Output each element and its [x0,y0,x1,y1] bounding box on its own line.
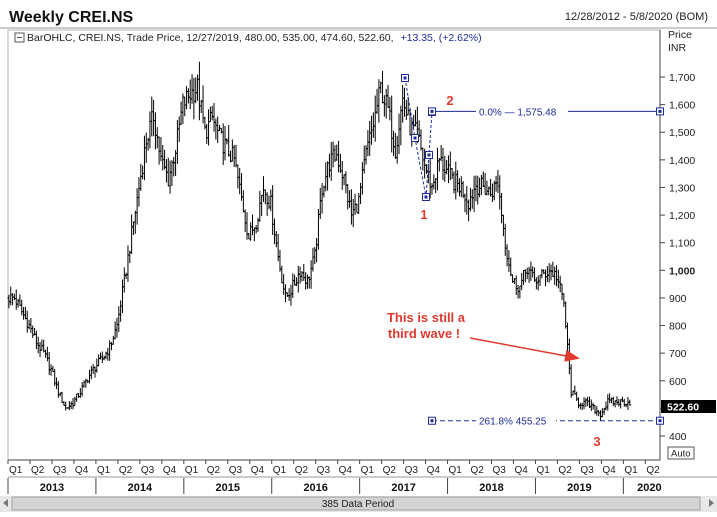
y-tick-label: 1,400 [669,155,695,167]
x-tick-label: Q1 [361,465,375,476]
x-axis-quarters: Q1 Q2 Q3 Q4 Q1 Q2 Q3 Q4 Q1 Q2 Q3 Q4 Q1 Q2 Q3 Q4 Q1 Q2 Q3 Q4… [7,460,660,476]
auto-scale-button[interactable] [667,446,695,460]
annotation-note-line1: This is still a [387,310,466,325]
x-tick-label: Q1 [97,465,111,476]
x-tick-label: Q4 [427,465,441,476]
year-label: 2017 [391,482,415,494]
y-tick-label: 700 [669,348,687,360]
fib-handle-dot [658,419,662,423]
info-line-ohlc: BarOHLC, CREI.NS, Trade Price, 12/27/201… [27,32,394,44]
info-line: BarOHLC, CREI.NS, Trade Price, 12/27/201… [27,32,482,44]
y-axis-label: Price [668,29,692,41]
x-tick-label: Q3 [229,465,243,476]
x-tick-label: Q4 [75,465,89,476]
chart-title: Weekly CREI.NS [9,9,134,26]
x-tick-label: Q1 [624,465,638,476]
plot-frame [7,29,661,461]
ohlc-bars [7,61,632,421]
x-tick-label: Q2 [207,465,221,476]
y-tick-label: 1,100 [669,238,695,250]
x-tick-label: Q2 [558,465,572,476]
annotation-note-line2: third wave ! [388,326,460,341]
x-tick-label: Q3 [53,465,67,476]
x-tick-label: Q2 [646,465,660,476]
x-tick-label: Q4 [163,465,177,476]
x-tick-label: Q2 [31,465,45,476]
y-axis-unit: INR [668,42,687,54]
x-tick-label: Q4 [339,465,353,476]
year-label: 2015 [216,482,240,494]
wave-handle-dot [413,136,417,140]
info-line-change: +13.35, (+2.62%) [400,32,481,44]
scrollbar-thumb[interactable] [11,496,701,511]
wave-handle-dot [427,153,431,157]
x-tick-label: Q3 [492,465,506,476]
year-label: 2016 [303,482,327,494]
fibonacci-lines: 0.0% — 1,575.48 261.8% 455.25 [428,104,664,428]
fib-handle-dot [430,419,434,423]
wave-label-3: 3 [593,434,600,449]
wave-label-2: 2 [446,93,453,108]
fib-handle-dot [430,109,434,113]
year-label: 2019 [567,482,591,494]
x-tick-label: Q1 [536,465,550,476]
y-tick-label: 1,000 [669,265,695,277]
year-label: 2020 [637,482,661,494]
year-label: 2013 [40,482,64,494]
x-tick-label: Q2 [383,465,397,476]
x-tick-label: Q4 [602,465,616,476]
fib-label-261: 261.8% 455.25 [479,417,547,428]
x-tick-label: Q2 [119,465,133,476]
fib-label-bg [476,104,568,118]
x-tick-label: Q4 [514,465,528,476]
date-range: 12/28/2012 - 5/8/2020 (BOM) [565,11,708,23]
x-tick-label: Q3 [317,465,331,476]
x-axis-years: 2013 2014 2015 2016 2017 2018 2019 2020 [7,478,662,494]
wave-handle-dot [424,195,428,199]
wave-handle-dot [403,76,407,80]
x-tick-label: Q1 [273,465,287,476]
y-tick-label: 1,600 [669,100,695,112]
y-tick-label: 1,200 [669,210,695,222]
x-tick-label: Q2 [295,465,309,476]
scroll-right-icon[interactable] [709,499,714,507]
fib-handle-dot [658,109,662,113]
x-tick-label: Q2 [471,465,485,476]
y-tick-label: 600 [669,376,687,388]
x-tick-label: Q3 [141,465,155,476]
fib-label-bg [476,413,556,427]
y-tick-label: 400 [669,431,687,443]
y-tick-label: 1,300 [669,182,695,194]
x-tick-label: Q4 [251,465,265,476]
year-label: 2014 [128,482,153,494]
x-tick-label: Q3 [580,465,594,476]
x-tick-label: Q1 [449,465,463,476]
fib-label-0: 0.0% — 1,575.48 [479,107,557,118]
y-axis-ticks: 1,700 1,600 1,500 1,400 1,300 1,200 1,100 1,000… [660,72,695,443]
last-price-value: 522.60 [667,402,699,414]
x-tick-label: Q1 [9,465,23,476]
y-tick-label: 800 [669,321,687,333]
x-tick-label: Q3 [405,465,419,476]
y-tick-label: 1,500 [669,127,695,139]
scroll-left-icon[interactable] [3,499,8,507]
wave-label-1: 1 [420,207,427,222]
data-period-label: 385 Data Period [322,499,394,510]
annotation-arrow [469,337,580,362]
auto-scale-label: Auto [671,449,691,460]
x-tick-label: Q1 [185,465,199,476]
y-tick-label: 900 [669,293,687,305]
last-price-tag [661,400,716,413]
y-tick-label: 1,700 [669,72,695,84]
year-label: 2018 [479,482,503,494]
